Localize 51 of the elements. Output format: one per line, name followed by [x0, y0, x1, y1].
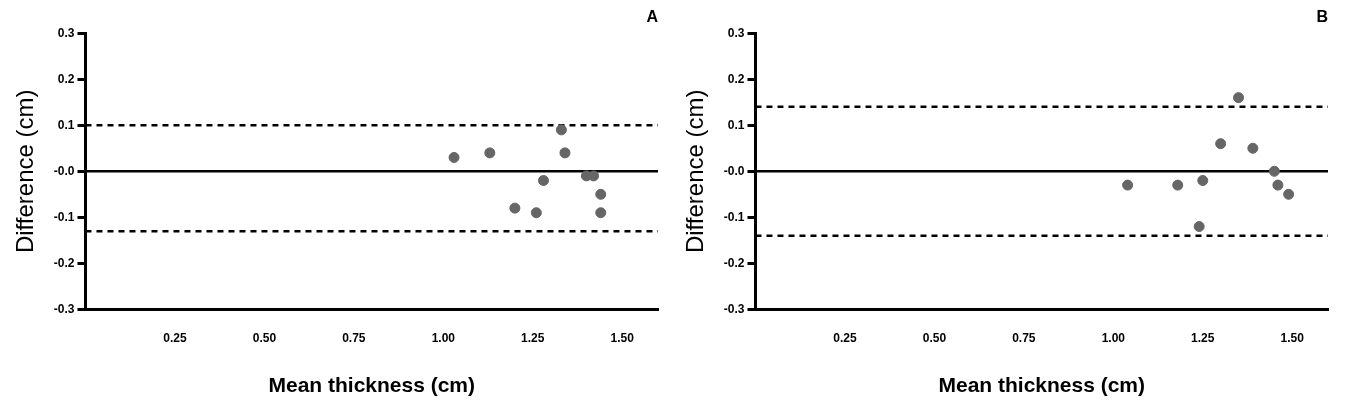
point: [538, 175, 549, 187]
point: [595, 207, 607, 219]
point: [1272, 179, 1284, 191]
y-tick-label: 0.1: [57, 117, 75, 132]
x-axis-title: Mean thickness (cm): [938, 373, 1146, 397]
x-tick-label: 0.50: [252, 330, 277, 345]
point: [555, 124, 567, 136]
y-tick-label: -0.3: [53, 301, 75, 316]
point: [595, 188, 607, 200]
y-tick-label: -0.0: [53, 163, 75, 178]
x-tick-label: 0.75: [342, 330, 366, 345]
x-tick-label: 0.25: [163, 330, 187, 345]
y-tick-label: 0.2: [727, 71, 745, 86]
y-tick-label: 0.3: [57, 25, 75, 40]
point: [530, 207, 542, 219]
chart-title: A: [646, 8, 659, 26]
y-tick-label: -0.0: [723, 163, 745, 178]
point: [484, 147, 496, 159]
point: [1233, 92, 1245, 104]
point: [1215, 138, 1227, 150]
x-tick-label: 1.25: [1191, 330, 1215, 345]
x-tick-label: 0.50: [922, 330, 947, 345]
point: [1283, 188, 1295, 200]
x-tick-label: 1.00: [1101, 330, 1126, 345]
point: [1197, 175, 1209, 187]
point: [448, 151, 460, 163]
y-tick-label: -0.2: [53, 255, 75, 270]
y-tick-label: -0.2: [723, 255, 745, 270]
point: [1122, 179, 1134, 191]
x-tick-label: 1.25: [521, 330, 545, 345]
x-tick-label: 1.00: [431, 330, 456, 345]
point: [1172, 179, 1184, 191]
chart-title: B: [1316, 8, 1328, 26]
y-axis-title: Difference (cm): [681, 89, 709, 254]
y-tick-label: -0.1: [723, 209, 745, 224]
y-tick-label: 0.3: [727, 25, 745, 40]
x-tick-label: 0.75: [1012, 330, 1036, 345]
y-tick-label: 0.1: [727, 117, 745, 132]
point: [1193, 221, 1205, 233]
y-tick-label: 0.2: [57, 71, 75, 86]
y-tick-label: -0.1: [53, 209, 75, 224]
y-tick-label: -0.3: [723, 301, 745, 316]
x-tick-label: 1.50: [1280, 330, 1305, 345]
point: [1247, 142, 1259, 154]
y-axis-title: Difference (cm): [11, 89, 39, 254]
x-tick-label: 0.25: [833, 330, 857, 345]
x-tick-label: 1.50: [610, 330, 635, 345]
point: [1268, 165, 1280, 177]
point: [559, 147, 571, 159]
point: [509, 202, 521, 214]
x-axis-title: Mean thickness (cm): [268, 373, 476, 397]
